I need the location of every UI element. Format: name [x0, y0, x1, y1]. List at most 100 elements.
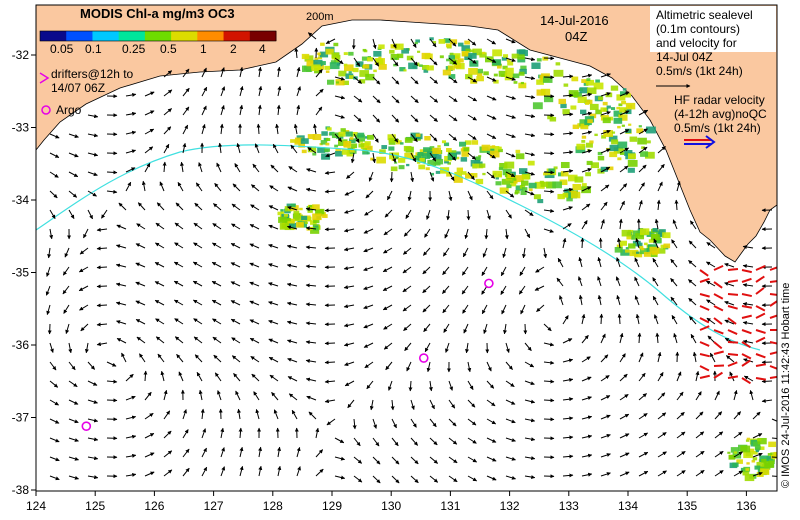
velocity-arrow	[467, 171, 475, 180]
velocity-arrow	[324, 341, 336, 346]
chl-pixel	[419, 64, 423, 67]
velocity-arrow	[115, 282, 127, 287]
colorbar-segment	[197, 31, 225, 41]
velocity-arrow	[220, 67, 225, 78]
chl-pixel	[546, 181, 556, 189]
chl-pixel	[293, 211, 300, 216]
velocity-arrow	[652, 258, 659, 268]
velocity-arrow	[543, 247, 548, 259]
y-tick-label: -34	[12, 193, 30, 207]
velocity-arrow	[619, 332, 624, 344]
velocity-arrow	[391, 152, 397, 163]
chl-pixel	[349, 149, 355, 153]
velocity-arrow	[742, 283, 754, 288]
velocity-arrow	[486, 38, 496, 45]
chl-pixel	[759, 455, 769, 463]
velocity-arrow	[174, 222, 184, 230]
chl-pixel	[340, 128, 346, 132]
chl-pixel	[362, 150, 369, 155]
chl-pixel	[510, 182, 517, 187]
chl-pixel	[498, 167, 504, 171]
chl-pixel	[324, 65, 331, 70]
altimetry-line-0: Altimetric sealevel	[656, 8, 753, 22]
velocity-arrow	[714, 470, 724, 477]
velocity-arrow	[372, 57, 380, 67]
velocity-arrow	[324, 208, 336, 213]
velocity-arrow	[173, 299, 184, 306]
velocity-arrow	[291, 409, 298, 420]
velocity-arrow	[500, 266, 507, 277]
chl-pixel	[631, 235, 638, 240]
chl-pixel	[458, 42, 464, 47]
chl-pixel	[585, 172, 591, 177]
velocity-arrow	[106, 170, 118, 175]
velocity-arrow	[597, 276, 602, 287]
velocity-arrow	[96, 227, 108, 232]
chl-pixel	[578, 88, 583, 92]
velocity-arrow	[486, 57, 497, 63]
velocity-arrow	[422, 285, 431, 294]
velocity-arrow	[144, 162, 151, 173]
velocity-arrow	[296, 466, 301, 477]
velocity-arrow	[676, 371, 682, 382]
velocity-arrow	[288, 393, 298, 401]
velocity-arrow	[364, 209, 374, 216]
velocity-arrow	[486, 418, 497, 425]
velocity-arrow	[220, 86, 226, 97]
velocity-arrow	[448, 418, 457, 427]
chl-pixel	[594, 133, 598, 137]
chl-pixel	[312, 204, 320, 210]
velocity-arrow	[182, 467, 190, 477]
velocity-arrow	[761, 398, 773, 403]
chl-pixel	[283, 213, 288, 217]
hf-arrow	[755, 275, 765, 283]
chl-pixel	[359, 70, 370, 77]
velocity-arrow	[201, 86, 208, 97]
velocity-arrow	[410, 456, 419, 465]
velocity-arrow	[391, 456, 400, 465]
velocity-arrow	[175, 202, 184, 211]
colorbar-tick-1: 0.1	[85, 42, 102, 56]
chl-pixel	[311, 64, 321, 71]
chl-pixel	[625, 249, 630, 253]
velocity-arrow	[249, 243, 260, 249]
chl-pixel	[657, 248, 666, 254]
chl-pixel	[657, 232, 665, 238]
hf-arrow	[713, 371, 723, 379]
velocity-arrow	[268, 356, 279, 363]
colorbar-gradient	[39, 30, 277, 42]
velocity-arrow	[372, 475, 381, 484]
chl-pixel	[400, 142, 404, 145]
chl-pixel	[543, 172, 548, 176]
chl-pixel	[453, 53, 461, 59]
hf-arrow	[769, 266, 777, 271]
chl-pixel	[406, 163, 410, 167]
velocity-arrow	[448, 76, 458, 84]
chl-pixel	[320, 42, 325, 46]
velocity-arrow	[324, 399, 336, 404]
velocity-arrow	[706, 299, 716, 306]
chl-pixel	[645, 126, 656, 134]
velocity-arrow	[428, 380, 433, 392]
velocity-arrow	[637, 332, 642, 344]
velocity-arrow	[752, 411, 761, 420]
colorbar-tick-2: 0.25	[122, 42, 146, 56]
velocity-arrow	[619, 471, 630, 477]
velocity-arrow	[402, 304, 412, 312]
velocity-arrow	[343, 247, 355, 252]
chl-pixel	[429, 146, 435, 150]
velocity-arrow	[467, 190, 473, 201]
velocity-arrow	[752, 452, 763, 458]
velocity-arrow	[733, 470, 743, 477]
velocity-arrow	[524, 418, 536, 423]
chl-pixel	[639, 248, 649, 255]
chl-pixel	[549, 116, 557, 122]
chl-pixel	[756, 461, 766, 469]
chl-pixel	[649, 246, 660, 254]
chl-pixel	[317, 147, 326, 153]
velocity-arrow	[562, 150, 574, 155]
velocity-arrow	[524, 399, 536, 404]
hf-arrow	[699, 293, 710, 298]
velocity-arrow	[144, 432, 155, 439]
velocity-arrow	[543, 360, 555, 365]
